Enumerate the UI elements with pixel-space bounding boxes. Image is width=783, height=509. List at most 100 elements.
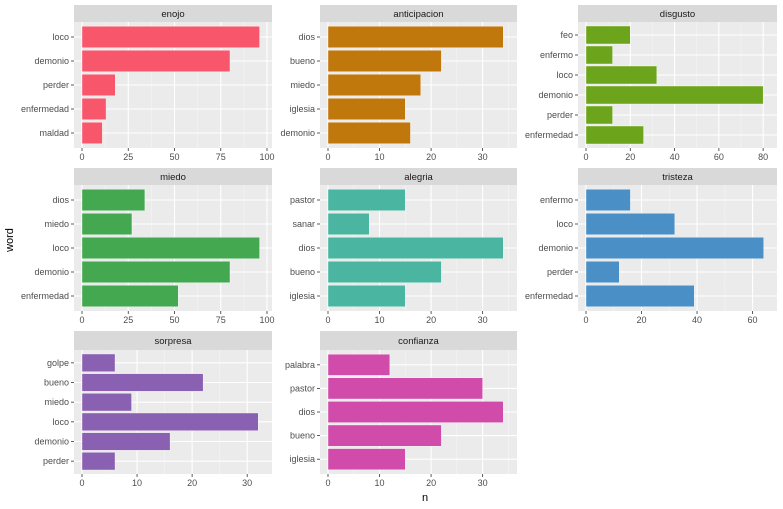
y-tick-label: dios bbox=[52, 195, 69, 205]
panel-confianza: confianza 0 10 20 30 palabra pastor dios bueno ig… bbox=[285, 331, 517, 488]
x-tick-label: 10 bbox=[375, 152, 385, 162]
bar-confianza-pastor bbox=[327, 377, 483, 400]
x-tick-label: 0 bbox=[583, 152, 588, 162]
y-tick-label: dios bbox=[298, 407, 315, 417]
y-tick-label: feo bbox=[560, 30, 573, 40]
y-tick-label: demonio bbox=[34, 267, 69, 277]
y-tick-label: palabra bbox=[285, 360, 315, 370]
y-tick-label: iglesia bbox=[289, 104, 315, 114]
bar-tristeza-enfermo bbox=[585, 188, 631, 211]
y-tick-label: pastor bbox=[290, 383, 315, 393]
bar-disgusto-enfermedad bbox=[585, 125, 644, 145]
panel-title: tristeza bbox=[662, 172, 693, 183]
x-tick-label: 30 bbox=[478, 152, 488, 162]
y-tick-label: enfermedad bbox=[525, 130, 573, 140]
bar-alegria-sanar bbox=[327, 212, 370, 235]
bar-anticipacion-demonio bbox=[327, 121, 411, 144]
x-tick-label: 20 bbox=[426, 152, 436, 162]
bar-miedo-demonio bbox=[81, 261, 231, 284]
y-tick-label: perder bbox=[43, 456, 69, 466]
bar-disgusto-perder bbox=[585, 105, 613, 125]
y-tick-label: dios bbox=[298, 32, 315, 42]
x-tick-label: 0 bbox=[79, 478, 84, 488]
y-tick-label: enfermo bbox=[540, 50, 573, 60]
panel-anticipacion: anticipacion 0 10 20 30 dios bueno miedo iglesia… bbox=[280, 5, 517, 162]
bar-sorpresa-loco bbox=[81, 412, 259, 431]
bar-alegria-bueno bbox=[327, 261, 442, 284]
panel-disgusto: disgusto 0 20 40 60 80 feo enfermo loco demonio pe… bbox=[525, 5, 777, 162]
panel-strip bbox=[320, 5, 517, 22]
bar-tristeza-demonio bbox=[585, 236, 764, 259]
x-tick-label: 60 bbox=[714, 152, 724, 162]
y-tick-label: dios bbox=[298, 243, 315, 253]
y-tick-label: pastor bbox=[290, 195, 315, 205]
bar-confianza-dios bbox=[327, 401, 504, 423]
bar-enojo-demonio bbox=[81, 50, 231, 73]
panel-strip bbox=[320, 168, 517, 185]
panel-strip bbox=[74, 331, 272, 350]
bar-anticipacion-bueno bbox=[327, 50, 442, 73]
y-tick-label: enfermedad bbox=[21, 291, 69, 301]
panel-alegria: alegria 0 10 20 30 pastor sanar dios bueno iglesi… bbox=[289, 168, 517, 325]
bar-confianza-bueno bbox=[327, 424, 442, 447]
x-tick-label: 60 bbox=[748, 315, 758, 325]
panel-title: miedo bbox=[160, 172, 186, 183]
panel-miedo: miedo 0 25 50 75 100 dios miedo loco demonio enfer… bbox=[21, 168, 275, 325]
y-tick-label: demonio bbox=[538, 243, 573, 253]
x-tick-label: 40 bbox=[670, 152, 680, 162]
y-tick-label: demonio bbox=[34, 56, 69, 66]
bar-tristeza-enfermedad bbox=[585, 285, 695, 308]
bar-sorpresa-perder bbox=[81, 452, 116, 471]
x-tick-label: 0 bbox=[325, 152, 330, 162]
bar-sorpresa-golpe bbox=[81, 353, 116, 372]
x-tick-label: 20 bbox=[637, 315, 647, 325]
y-tick-label: bueno bbox=[290, 56, 315, 66]
y-axis-title: word bbox=[4, 228, 16, 253]
bar-anticipacion-iglesia bbox=[327, 97, 406, 120]
x-tick-label: 10 bbox=[132, 478, 142, 488]
panel-tristeza: tristeza 0 20 40 60 enfermo loco demonio perder e… bbox=[525, 168, 777, 325]
x-tick-label: 10 bbox=[375, 315, 385, 325]
bar-sorpresa-demonio bbox=[81, 432, 171, 451]
bar-anticipacion-miedo bbox=[327, 73, 421, 96]
bar-disgusto-loco bbox=[585, 65, 658, 85]
y-tick-label: demonio bbox=[280, 128, 315, 138]
x-tick-label: 0 bbox=[79, 315, 84, 325]
y-tick-label: loco bbox=[556, 219, 573, 229]
x-tick-label: 0 bbox=[325, 315, 330, 325]
x-tick-label: 80 bbox=[758, 152, 768, 162]
y-tick-label: miedo bbox=[44, 219, 69, 229]
y-tick-label: golpe bbox=[47, 358, 69, 368]
x-tick-label: 20 bbox=[426, 478, 436, 488]
y-tick-label: bueno bbox=[290, 431, 315, 441]
bar-disgusto-demonio bbox=[585, 85, 764, 105]
y-tick-label: loco bbox=[556, 70, 573, 80]
y-tick-label: enfermedad bbox=[21, 104, 69, 114]
panel-enojo: enojo 0 25 50 75 100 loco demonio perder enfermed… bbox=[21, 5, 275, 162]
y-tick-label: miedo bbox=[290, 80, 315, 90]
bar-anticipacion-dios bbox=[327, 26, 504, 49]
y-tick-label: loco bbox=[52, 243, 69, 253]
panel-sorpresa: sorpresa 0 10 20 30 golpe bueno miedo loco demoni… bbox=[34, 331, 272, 488]
x-tick-label: 50 bbox=[169, 315, 179, 325]
y-tick-label: miedo bbox=[44, 397, 69, 407]
panel-title: disgusto bbox=[660, 9, 695, 20]
panel-strip bbox=[74, 5, 272, 22]
bar-tristeza-perder bbox=[585, 261, 620, 284]
x-tick-label: 10 bbox=[375, 478, 385, 488]
panel-strip bbox=[578, 168, 777, 185]
bar-disgusto-enfermo bbox=[585, 45, 613, 65]
bar-enojo-perder bbox=[81, 73, 116, 96]
panel-title: enojo bbox=[161, 9, 184, 20]
bar-miedo-miedo bbox=[81, 212, 133, 235]
panel-title: anticipacion bbox=[393, 9, 443, 20]
bar-miedo-loco bbox=[81, 236, 260, 259]
bar-miedo-dios bbox=[81, 188, 146, 211]
y-tick-label: iglesia bbox=[289, 454, 315, 464]
bar-miedo-enfermedad bbox=[81, 285, 179, 308]
bar-sorpresa-bueno bbox=[81, 373, 204, 392]
bar-enojo-loco bbox=[81, 26, 260, 49]
x-tick-label: 0 bbox=[583, 315, 588, 325]
x-tick-label: 75 bbox=[216, 315, 226, 325]
y-tick-label: enfermedad bbox=[525, 291, 573, 301]
